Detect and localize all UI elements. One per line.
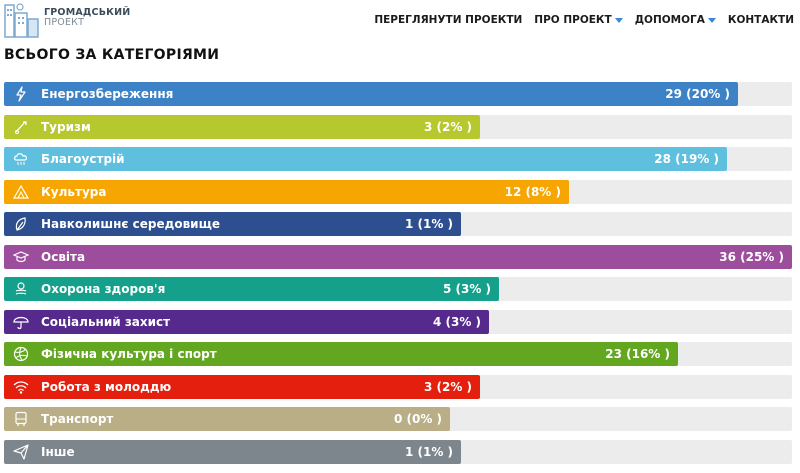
category-count: 3 (2% ) [423, 119, 472, 134]
lightning-icon [13, 86, 29, 102]
category-label: Соціальний захист [41, 314, 171, 329]
category-bar-fill [4, 82, 738, 106]
category-count: 12 (8% ) [504, 184, 561, 199]
category-bar-fill [4, 440, 461, 465]
page-title: ВСЬОГО ЗА КАТЕГОРІЯМИ [4, 47, 220, 63]
logo-building-icon [4, 3, 39, 38]
category-label: Культура [41, 184, 107, 199]
category-bar-fill [4, 309, 489, 334]
category-label: Освіта [41, 249, 86, 264]
category-row[interactable]: Інше 1 (1% ) [4, 440, 792, 465]
main-nav: ПЕРЕГЛЯНУТИ ПРОЕКТИ ПРО ПРОЕКТ ДОПОМОГА … [362, 14, 794, 26]
category-count: 29 (20% ) [665, 87, 730, 101]
category-row[interactable]: Енергозбереження 29 (20% ) [4, 82, 792, 106]
category-label: Транспорт [41, 412, 114, 427]
category-count: 36 (25% ) [719, 249, 784, 264]
nav-label: КОНТАКТИ [727, 14, 794, 26]
category-label: Робота з молоддю [41, 379, 172, 394]
tourism-icon [13, 119, 29, 135]
category-label: Охорона здоров'я [41, 282, 166, 297]
category-count: 0 (0% ) [393, 412, 442, 427]
logo-line-1: ГРОМАДСЬКИЙ [44, 7, 131, 18]
category-bar-fill [4, 407, 450, 432]
category-bar-fill [4, 179, 569, 204]
caret-down-icon [707, 17, 716, 23]
paper-plane-icon [13, 444, 29, 460]
category-bar-fill [4, 114, 480, 139]
category-bar-fill [4, 374, 480, 399]
category-row[interactable]: Навколишнє середовище 1 (1% ) [4, 212, 792, 237]
category-bar-fill [4, 212, 461, 237]
category-label: Фізична культура і спорт [41, 347, 217, 362]
category-list: Енергозбереження 29 (20% ) Туризм 3 (2% ) Бл… [4, 82, 792, 473]
nav-label: ДОПОМОГА [634, 14, 705, 26]
category-row[interactable]: Благоустрій 28 (19% ) [4, 147, 792, 172]
category-row[interactable]: Охорона здоров'я 5 (3% ) [4, 277, 792, 302]
umbrella-icon [13, 314, 29, 330]
category-label: Енергозбереження [41, 87, 174, 101]
category-label: Інше [41, 445, 75, 460]
category-row[interactable]: Транспорт 0 (0% ) [4, 407, 792, 432]
site-logo[interactable]: ГРОМАДСЬКИЙ ПРОЕКТ [4, 2, 130, 40]
category-count: 28 (19% ) [654, 152, 719, 167]
category-count: 4 (3% ) [432, 314, 481, 329]
nav-browse-projects[interactable]: ПЕРЕГЛЯНУТИ ПРОЕКТИ [374, 14, 522, 26]
nav-help[interactable]: ДОПОМОГА [635, 14, 716, 26]
category-count: 3 (2% ) [423, 379, 472, 394]
nav-contacts[interactable]: КОНТАКТИ [728, 14, 794, 26]
category-bar-fill [4, 244, 792, 269]
culture-icon [13, 184, 29, 200]
volleyball-icon [13, 346, 29, 362]
category-row[interactable]: Культура 12 (8% ) [4, 179, 792, 204]
top-bar: ГРОМАДСЬКИЙ ПРОЕКТ ПЕРЕГЛЯНУТИ ПРОЕКТИ П… [0, 0, 800, 44]
logo-text: ГРОМАДСЬКИЙ ПРОЕКТ [44, 8, 130, 28]
category-row[interactable]: Туризм 3 (2% ) [4, 114, 792, 139]
bus-icon [13, 411, 29, 427]
category-bar-fill [4, 147, 727, 172]
landscaping-icon [13, 151, 29, 167]
wifi-icon [13, 379, 29, 395]
category-bar-fill [4, 277, 499, 302]
leaf-icon [13, 216, 29, 232]
category-row[interactable]: Робота з молоддю 3 (2% ) [4, 374, 792, 399]
graduation-cap-icon [13, 249, 29, 265]
category-count: 1 (1% ) [404, 445, 453, 460]
category-count: 5 (3% ) [442, 282, 491, 297]
category-row[interactable]: Фізична культура і спорт 23 (16% ) [4, 342, 792, 367]
category-count: 23 (16% ) [605, 347, 670, 362]
health-icon [13, 281, 29, 297]
category-label: Навколишнє середовище [41, 217, 220, 232]
caret-down-icon [614, 17, 623, 23]
nav-label: ПРО ПРОЕКТ [534, 14, 612, 26]
category-label: Туризм [41, 119, 91, 134]
nav-label: ПЕРЕГЛЯНУТИ ПРОЕКТИ [374, 14, 523, 26]
category-row[interactable]: Соціальний захист 4 (3% ) [4, 309, 792, 334]
nav-about-project[interactable]: ПРО ПРОЕКТ [534, 14, 623, 26]
logo-line-2: ПРОЕКТ [44, 17, 85, 28]
category-label: Благоустрій [41, 152, 125, 167]
category-bar-fill [4, 342, 678, 367]
category-count: 1 (1% ) [404, 217, 453, 232]
category-row[interactable]: Освіта 36 (25% ) [4, 244, 792, 269]
